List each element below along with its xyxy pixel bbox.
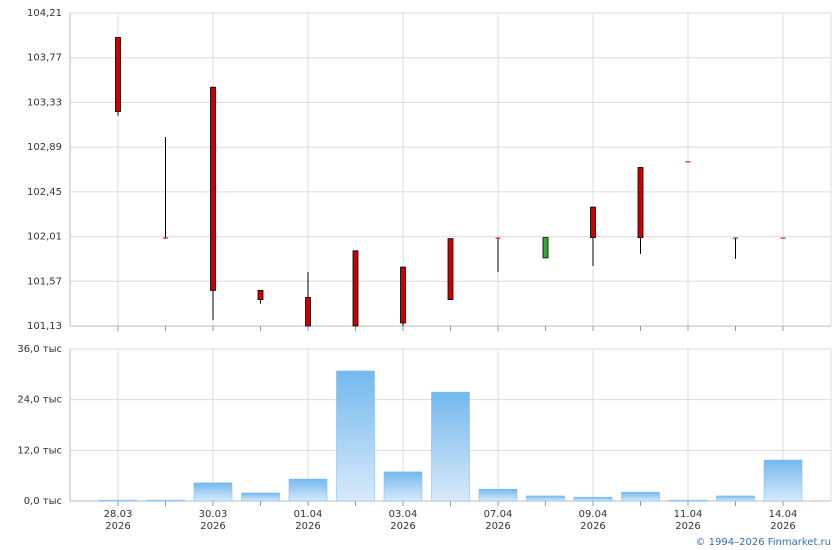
candle-body [115,36,121,112]
candle-body [590,206,596,238]
y-tick-label: 102,45 [27,187,62,198]
candle-body [447,238,454,300]
candle-body [305,297,311,327]
candle-body [780,237,786,239]
y-tick-label: 101,57 [27,276,62,287]
volume-bar [478,488,518,502]
candle-body [352,250,359,327]
y-tick-label: 102,01 [27,232,62,243]
x-tick-year: 2026 [770,521,795,532]
x-tick-year: 2026 [675,521,700,532]
x-tick-label: 03.04 [389,509,418,520]
x-tick-year: 2026 [295,521,320,532]
volume-bar [336,370,375,502]
x-tick-label: 30.03 [199,509,228,520]
volume-bar [241,492,280,502]
x-tick-label: 28.03 [104,509,133,520]
x-tick-label: 01.04 [294,509,323,520]
candle-body [542,237,549,259]
volume-bar [431,391,470,502]
y-tick-label: 24,0 тыс [17,395,62,406]
volume-bar [193,482,233,502]
x-tick-label: 07.04 [484,509,513,520]
y-tick-label: 104,21 [27,8,62,19]
y-tick-label: 103,77 [27,53,62,64]
x-tick-label: 11.04 [674,509,703,520]
y-tick-label: 36,0 тыс [17,344,62,355]
volume-bar [573,496,613,502]
volume-bar [526,495,565,502]
y-tick-label: 103,33 [27,97,62,108]
volume-bar [383,471,423,502]
y-tick-label: 101,13 [27,321,62,332]
x-tick-label: 09.04 [579,509,608,520]
candle-body [495,237,501,239]
y-tick-label: 12,0 тыс [17,445,62,456]
volume-bar [288,478,328,502]
volume-bar [716,495,755,502]
candle-body [210,86,216,291]
x-tick-year: 2026 [485,521,510,532]
x-tick-year: 2026 [200,521,225,532]
volume-bar [621,491,660,502]
x-tick-year: 2026 [105,521,130,532]
x-tick-year: 2026 [580,521,605,532]
volume-bar [146,499,185,502]
x-tick-year: 2026 [390,521,415,532]
candle-body [257,290,264,300]
x-tick-label: 14.04 [769,509,798,520]
volume-bar [763,459,803,502]
copyright: © 1994–2026 Finmarket.ru [695,537,831,548]
y-tick-label: 0,0 тыс [24,496,62,507]
volume-bar [98,499,138,502]
candle-body [400,266,406,324]
y-tick-label: 102,89 [27,142,62,153]
candle-body [637,167,644,238]
candle-body [685,161,691,163]
candle-body [163,237,168,239]
volume-bar [668,499,708,502]
candle-body [733,237,738,239]
